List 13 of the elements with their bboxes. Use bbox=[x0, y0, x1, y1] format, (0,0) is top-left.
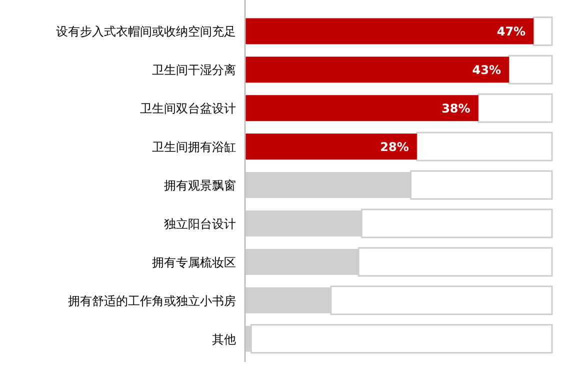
y-tick-label: 独立阳台设计 bbox=[164, 216, 236, 231]
y-tick-label: 卫生间双台盆设计 bbox=[140, 102, 236, 116]
y-tick-label: 其他 bbox=[212, 332, 236, 346]
data-label: 28% bbox=[380, 140, 409, 154]
y-tick-label: 卫生间干湿分离 bbox=[152, 63, 236, 78]
y-tick-label: 拥有观景飘窗 bbox=[164, 178, 236, 192]
y-tick-label: 拥有专属梳妆区 bbox=[152, 255, 236, 270]
y-tick-label: 拥有舒适的工作角或独立小书房 bbox=[68, 294, 236, 308]
y-tick-label: 设有步入式衣帽间或收纳空间充足 bbox=[56, 24, 236, 39]
y-tick-label: 卫生间拥有浴缸 bbox=[152, 140, 236, 154]
data-label: 43% bbox=[472, 63, 502, 78]
data-label: 47% bbox=[496, 24, 526, 39]
data-label: 38% bbox=[442, 102, 470, 116]
